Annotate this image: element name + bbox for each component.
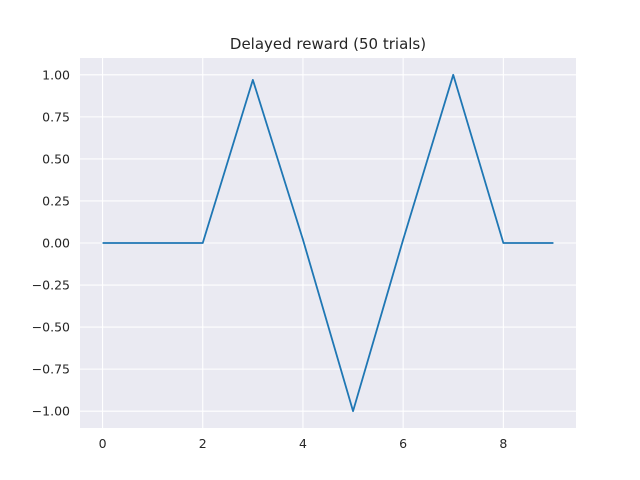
series-lines xyxy=(102,73,554,413)
x-tick-label: 2 xyxy=(199,436,207,451)
x-tick-label: 0 xyxy=(99,436,107,451)
y-tick-label: 0.00 xyxy=(42,236,70,251)
chart-title: Delayed reward (50 trials) xyxy=(230,35,426,53)
y-tick-label: −1.00 xyxy=(32,404,70,419)
y-tick-label: −0.75 xyxy=(32,362,70,377)
y-tick-label: 0.75 xyxy=(42,109,70,124)
series-line xyxy=(102,73,554,413)
y-tick-label: 0.25 xyxy=(42,193,70,208)
x-tick-label: 8 xyxy=(499,436,507,451)
x-axis-ticks: 0 2 4 6 8 xyxy=(99,436,508,451)
x-tick-label: 4 xyxy=(299,436,307,451)
y-tick-label: −0.50 xyxy=(32,320,70,335)
y-tick-label: 0.50 xyxy=(42,151,70,166)
y-tick-label: 1.00 xyxy=(42,67,70,82)
y-axis-ticks: 1.00 0.75 0.50 0.25 0.00 −0.25 −0.50 −0.75 −1.00 xyxy=(32,67,70,418)
y-tick-label: −0.25 xyxy=(32,278,70,293)
x-tick-label: 6 xyxy=(399,436,407,451)
grid-lines xyxy=(80,58,576,428)
